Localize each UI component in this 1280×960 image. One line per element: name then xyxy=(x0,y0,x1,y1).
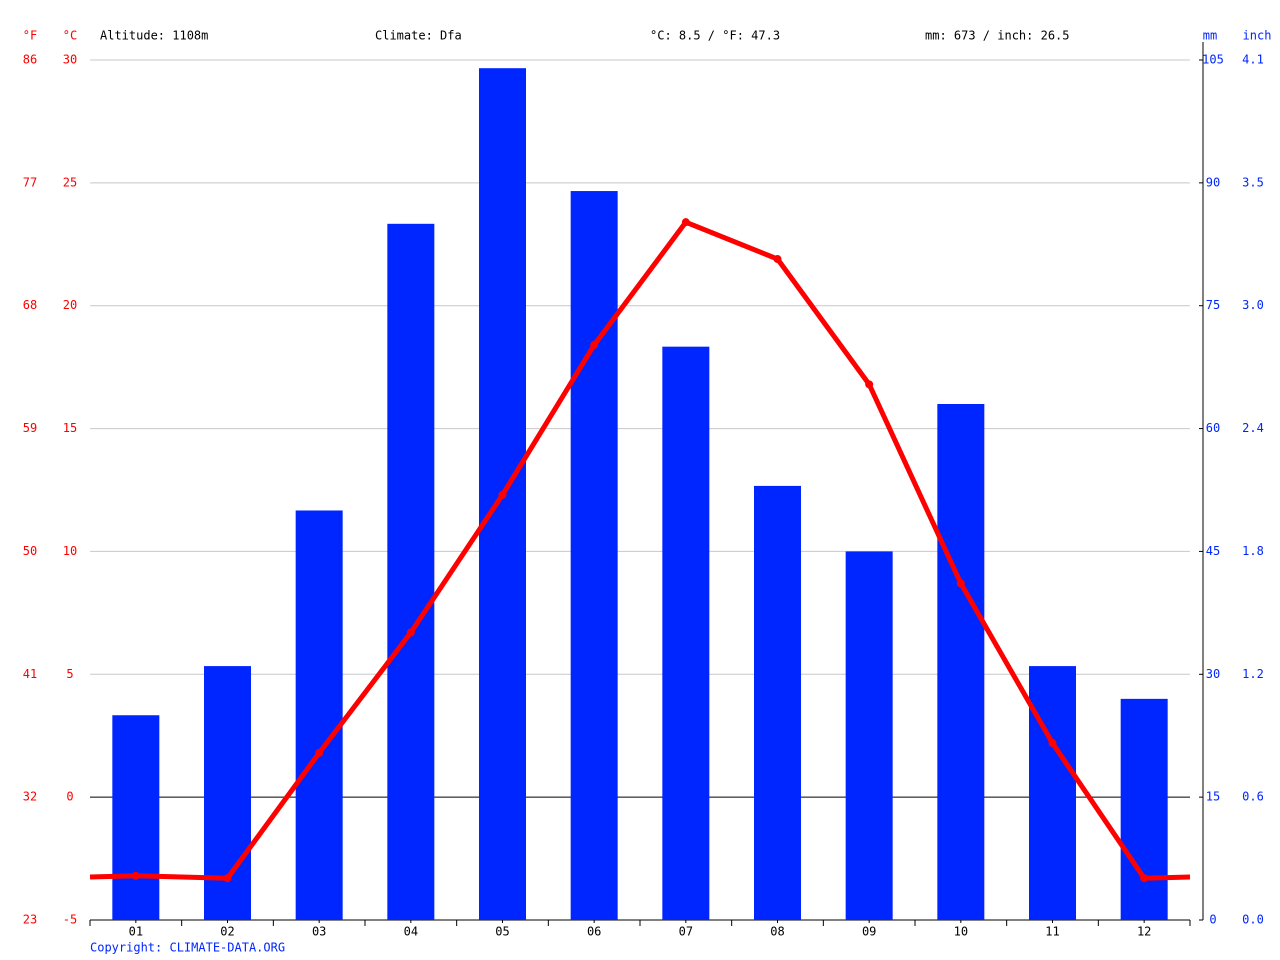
y-tick-label-f: 23 xyxy=(23,913,37,927)
temperature-point xyxy=(1140,874,1149,883)
x-tick-label: 03 xyxy=(312,925,326,939)
copyright: Copyright: CLIMATE-DATA.ORG xyxy=(90,941,285,955)
y-tick-label: 10 xyxy=(63,544,77,558)
header-info: mm: 673 / inch: 26.5 xyxy=(925,29,1070,43)
temperature-point xyxy=(681,218,690,227)
precipitation-bar xyxy=(845,551,893,920)
y-tick-label: -5 xyxy=(63,913,77,927)
y2-tick-label-inch: 0.6 xyxy=(1242,790,1264,804)
temperature-point xyxy=(498,490,507,499)
axis-unit: °F xyxy=(23,29,37,43)
axis-unit: mm xyxy=(1203,29,1217,43)
y-tick-label: 15 xyxy=(63,421,77,435)
temperature-point xyxy=(865,380,874,389)
x-tick-label: 05 xyxy=(495,925,509,939)
y-tick-label-f: 86 xyxy=(23,53,37,67)
temperature-point xyxy=(956,579,965,588)
y2-tick-label-inch: 1.2 xyxy=(1242,667,1264,681)
y2-tick-label: 60 xyxy=(1206,421,1220,435)
header-info: Climate: Dfa xyxy=(375,29,462,43)
precipitation-bar xyxy=(295,510,343,920)
y-tick-label-f: 41 xyxy=(23,667,37,681)
x-tick-label: 02 xyxy=(220,925,234,939)
temperature-point xyxy=(773,255,782,264)
y-tick-label-f: 68 xyxy=(23,298,37,312)
header-info: Altitude: 1108m xyxy=(100,29,208,43)
y-tick-label-f: 77 xyxy=(23,175,37,189)
x-tick-label: 12 xyxy=(1137,925,1151,939)
y2-tick-label: 75 xyxy=(1206,298,1220,312)
line-wrap xyxy=(1144,874,1191,881)
temperature-point xyxy=(1048,739,1057,748)
y-tick-label-f: 59 xyxy=(23,421,37,435)
precipitation-bar xyxy=(570,191,618,921)
y2-tick-label-inch: 3.5 xyxy=(1242,175,1264,189)
y2-tick-label-inch: 0.0 xyxy=(1242,913,1264,927)
axis-unit: inch xyxy=(1243,29,1272,43)
x-tick-label: 09 xyxy=(862,925,876,939)
x-tick-label: 10 xyxy=(954,925,968,939)
x-tick-label: 07 xyxy=(679,925,693,939)
precipitation-bar xyxy=(1120,698,1168,920)
y-tick-label-f: 50 xyxy=(23,544,37,558)
header-info: °C: 8.5 / °F: 47.3 xyxy=(650,29,780,43)
temperature-point xyxy=(590,341,599,350)
y2-tick-label: 105 xyxy=(1202,53,1224,67)
y2-tick-label-inch: 2.4 xyxy=(1242,421,1264,435)
line-wrap xyxy=(89,873,136,880)
precipitation-bar xyxy=(387,223,435,921)
y2-tick-label: 45 xyxy=(1206,544,1220,558)
temperature-point xyxy=(315,748,324,757)
precipitation-bar xyxy=(937,404,985,920)
temperature-point xyxy=(131,871,140,880)
x-tick-label: 11 xyxy=(1045,925,1059,939)
y2-tick-label: 0 xyxy=(1209,913,1216,927)
x-tick-label: 01 xyxy=(129,925,143,939)
precipitation-bar xyxy=(112,715,160,920)
precipitation-bar xyxy=(662,346,710,921)
y2-tick-label: 15 xyxy=(1206,790,1220,804)
precipitation-bar xyxy=(754,485,801,920)
axis-unit: °C xyxy=(63,29,77,43)
y-tick-label: 30 xyxy=(63,53,77,67)
y2-tick-label-inch: 4.1 xyxy=(1242,53,1264,67)
x-tick-label: 04 xyxy=(404,925,418,939)
y-tick-label: 0 xyxy=(66,790,73,804)
temperature-point xyxy=(223,874,232,883)
y2-tick-label-inch: 1.8 xyxy=(1242,544,1264,558)
x-tick-label: 06 xyxy=(587,925,601,939)
temperature-point xyxy=(406,628,415,637)
precipitation-bar xyxy=(1029,666,1076,920)
y-tick-label: 20 xyxy=(63,298,77,312)
y-tick-label-f: 32 xyxy=(23,790,37,804)
y-tick-label: 5 xyxy=(66,667,73,681)
x-tick-label: 08 xyxy=(770,925,784,939)
y2-tick-label: 90 xyxy=(1206,175,1220,189)
y2-tick-label-inch: 3.0 xyxy=(1242,298,1264,312)
temperature-line xyxy=(135,219,1147,881)
y-tick-label: 25 xyxy=(63,175,77,189)
y2-tick-label: 30 xyxy=(1206,667,1220,681)
